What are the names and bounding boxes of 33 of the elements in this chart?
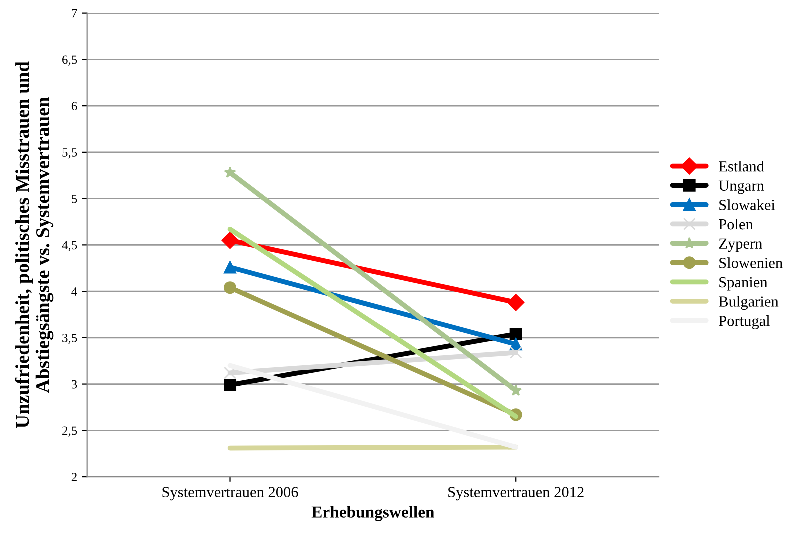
y-tick-label: 2,5 <box>62 426 78 437</box>
y-tick-label: 6,5 <box>62 56 78 66</box>
y-tick-label: 4 <box>72 288 78 296</box>
point <box>222 232 239 250</box>
y-tick-label: 5,5 <box>62 148 78 159</box>
x-tick-label: Systemvertrauen 2006 <box>162 487 298 501</box>
legend-label: Bulgarien <box>719 296 779 310</box>
point <box>224 166 236 178</box>
legend-label: Zypern <box>719 238 762 252</box>
point <box>510 384 522 396</box>
legend-label: Polen <box>719 218 754 230</box>
legend-label: Slowenien <box>720 258 783 268</box>
legend-label: Slowakei <box>720 200 776 210</box>
y-tick-label: 2 <box>72 473 77 482</box>
point <box>510 346 522 360</box>
x-tick-label: Systemvertrauen 2012 <box>448 487 584 501</box>
legend-label: Ungarn <box>718 180 764 194</box>
legend-label: Portugal <box>719 316 770 330</box>
x-axis-title: Erhebungswellen <box>312 506 435 522</box>
y-axis-title: Unzufriedenheit, politisches Misstrauen und Abstiegsängste vs. Systemvertrauen <box>15 62 54 428</box>
point <box>224 378 237 392</box>
y-tick-label: 6 <box>72 102 78 111</box>
y-tick-label: 3,5 <box>62 334 78 344</box>
legend-label: Spanien <box>720 277 768 291</box>
y-tick-label: 7 <box>72 9 78 18</box>
point <box>224 261 237 274</box>
y-tick-label: 3 <box>72 380 78 389</box>
y-tick-label: 4,5 <box>62 241 78 252</box>
point <box>510 328 522 340</box>
legend-label: Estland <box>719 161 764 172</box>
point <box>508 294 525 312</box>
point <box>224 282 237 294</box>
y-tick-label: 5 <box>72 194 78 204</box>
